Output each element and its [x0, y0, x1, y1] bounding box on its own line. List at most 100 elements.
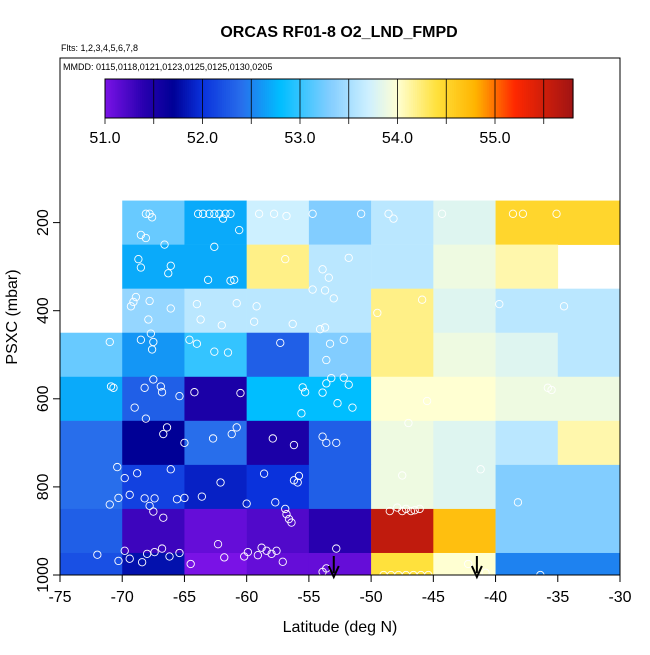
colorbar-segment: [348, 79, 352, 118]
colorbar-segment: [571, 79, 574, 118]
heatmap-cell: [433, 244, 496, 289]
observation-point: [287, 518, 296, 527]
colorbar-segment: [247, 79, 250, 118]
colorbar-segment: [467, 79, 471, 118]
colorbar-segment: [428, 79, 432, 118]
colorbar-segment: [463, 79, 467, 118]
colorbar-segment: [251, 79, 254, 118]
colorbar-segment: [422, 79, 426, 118]
heatmap-cell: [122, 508, 185, 554]
observation-point: [114, 556, 123, 566]
observation-point: [137, 558, 147, 567]
colorbar-segment: [444, 79, 447, 118]
observation-point: [146, 329, 155, 338]
colorbar-segment: [532, 79, 535, 118]
colorbar-segment: [194, 79, 198, 118]
colorbar-segment: [274, 79, 278, 118]
observation-point: [288, 319, 297, 329]
colorbar-segment: [317, 79, 321, 118]
colorbar-segment: [510, 79, 514, 118]
observation-point: [318, 432, 327, 441]
colorbar-segment: [270, 79, 274, 118]
heatmap-cell: [184, 288, 247, 334]
colorbar-segment: [245, 79, 248, 118]
observation-point: [236, 388, 245, 398]
observation-point: [329, 294, 338, 303]
colorbar-segment: [520, 79, 523, 118]
observation-point: [282, 211, 291, 221]
heatmap-cell: [246, 420, 310, 466]
observation-point: [175, 548, 184, 558]
observation-point: [318, 388, 327, 397]
observation-point: [262, 546, 271, 555]
observation-point: [289, 440, 299, 450]
heatmap-cell: [246, 244, 310, 289]
heatmap-cell: [495, 552, 559, 576]
colorbar-segment: [130, 79, 133, 118]
colorbar-segment: [413, 79, 416, 118]
colorbar-segment: [186, 79, 190, 118]
colorbar-segment: [450, 79, 453, 118]
colorbar-segment: [352, 79, 356, 118]
observation-point: [332, 438, 341, 447]
observation-point: [129, 297, 138, 307]
colorbar-segment: [159, 79, 163, 118]
heatmap-cell: [184, 464, 247, 510]
heatmap-cell: [433, 288, 496, 334]
heatmap-cell: [557, 552, 621, 576]
observation-point: [193, 209, 203, 218]
heatmap-cell: [433, 420, 496, 466]
heatmap-cell: [184, 420, 247, 466]
heatmap-cell: [184, 200, 247, 245]
heatmap-cell: [371, 552, 434, 576]
observation-point: [344, 253, 353, 262]
observation-point: [232, 423, 241, 432]
heatmap-cell: [557, 200, 621, 245]
colorbar-segment: [454, 79, 457, 118]
colorbar-segment: [430, 79, 434, 118]
colorbar-segment: [524, 79, 527, 118]
observation-point: [339, 373, 348, 382]
colorbar-segment: [134, 79, 137, 118]
colorbar-segment: [184, 79, 188, 118]
colorbar-segment: [262, 79, 266, 118]
observation-point: [105, 337, 114, 347]
colorbar-segment: [551, 79, 555, 118]
y-tick-label: 200: [35, 209, 52, 236]
heatmap-cell: [433, 464, 496, 510]
colorbar-segment: [292, 79, 295, 118]
colorbar-tick-label: 53.0: [284, 130, 315, 147]
colorbar-segment: [376, 79, 379, 118]
observation-point: [235, 225, 244, 235]
observation-point: [120, 473, 129, 483]
flights-subtitle: Flts: 1,2,3,4,5,6,7,8: [61, 43, 138, 53]
colorbar-tick-label: 54.0: [382, 130, 413, 147]
colorbar-segment: [249, 79, 252, 118]
colorbar-segment: [442, 79, 445, 118]
observation-point: [322, 438, 331, 447]
observation-point: [385, 506, 394, 516]
observation-point: [226, 209, 235, 218]
colorbar-segment: [555, 79, 558, 118]
heatmap-cell: [308, 376, 372, 422]
observation-point: [150, 547, 159, 557]
observation-point: [165, 552, 174, 561]
observation-point: [481, 568, 490, 577]
colorbar-segment: [321, 79, 324, 118]
observation-point: [159, 429, 168, 439]
colorbar-segment: [106, 79, 110, 118]
x-tick-label: -75: [48, 589, 71, 606]
colorbar-segment: [241, 79, 245, 118]
heatmap-cell: [122, 376, 185, 422]
colorbar-segment: [337, 79, 340, 118]
observation-point: [150, 494, 159, 503]
observation-point: [197, 492, 207, 501]
heatmap-cell: [433, 200, 496, 245]
observation-point: [114, 493, 123, 503]
heatmap-cell: [495, 420, 559, 466]
colorbar-segment: [128, 79, 131, 118]
heatmap-cell: [495, 464, 559, 510]
colorbar-segment: [500, 79, 504, 118]
heatmap-cell: [60, 332, 123, 378]
colorbar-segment: [233, 79, 237, 118]
